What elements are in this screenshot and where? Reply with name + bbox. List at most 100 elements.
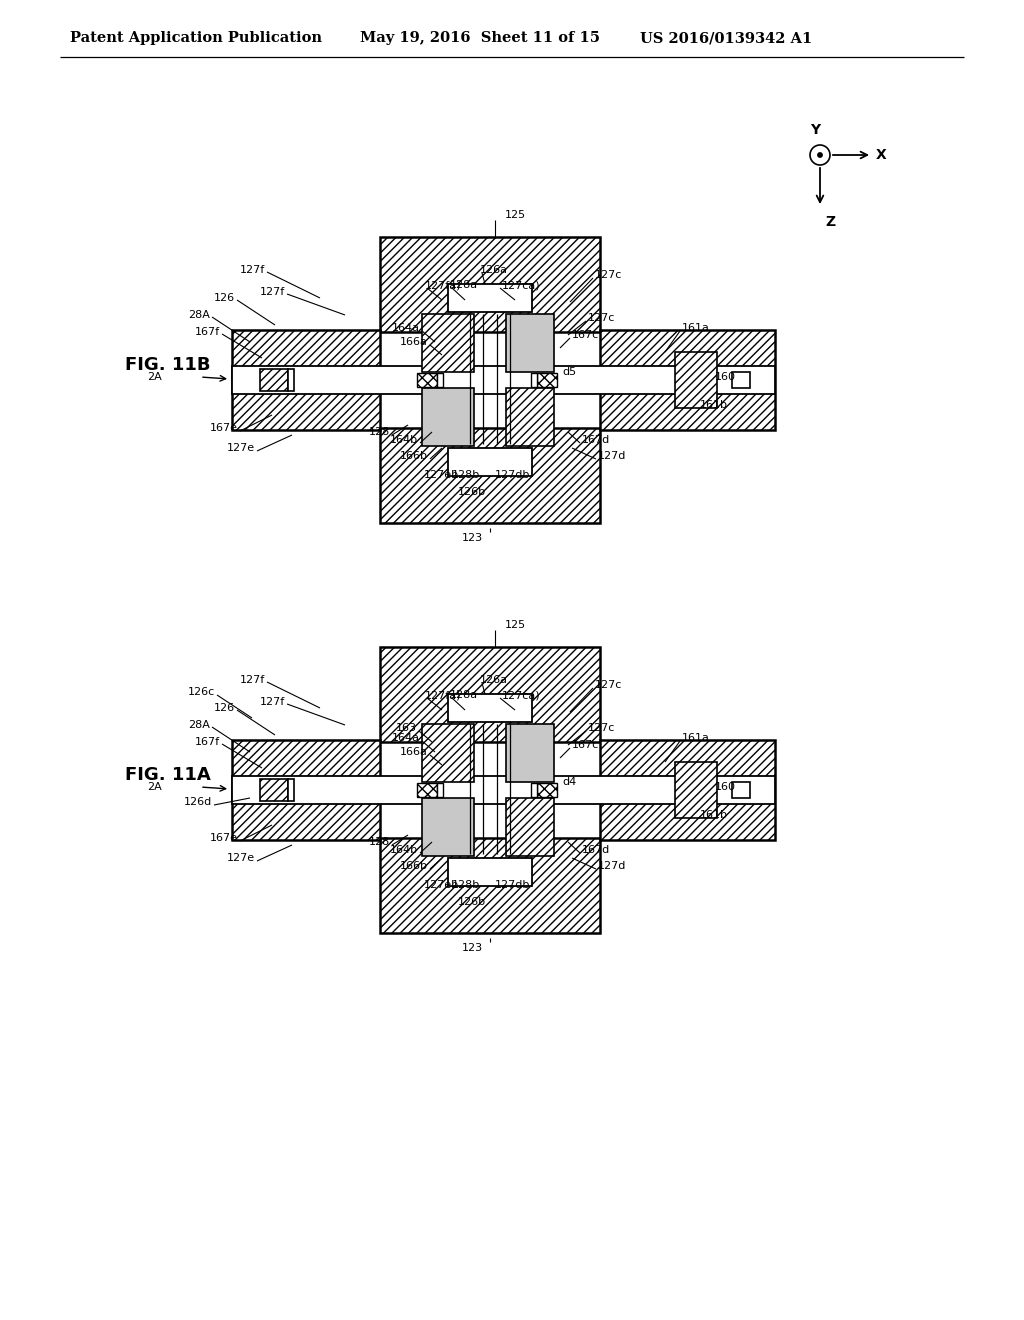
Bar <box>380 238 600 333</box>
Text: 126b: 126b <box>458 898 486 907</box>
Text: 164a: 164a <box>392 323 420 333</box>
Text: 128a: 128a <box>450 280 478 290</box>
Bar <box>417 374 437 387</box>
Text: 127f: 127f <box>260 286 285 297</box>
Text: 166b: 166b <box>400 451 428 461</box>
Text: 128a: 128a <box>450 690 478 700</box>
Text: 127f: 127f <box>240 675 265 685</box>
Bar <box>422 388 474 446</box>
Bar <box>506 799 554 855</box>
Text: Patent Application Publication: Patent Application Publication <box>70 30 322 45</box>
Text: d4: d4 <box>562 777 577 787</box>
Text: 160: 160 <box>715 372 736 381</box>
Text: Y: Y <box>810 123 820 137</box>
Bar <box>437 374 443 387</box>
Text: 164b: 164b <box>390 436 418 445</box>
Bar <box>380 647 600 742</box>
Text: 126d: 126d <box>183 797 212 807</box>
Bar <box>675 352 717 408</box>
Text: 128b: 128b <box>452 880 480 890</box>
Text: 127c: 127c <box>595 680 623 690</box>
Bar <box>531 374 537 387</box>
Bar <box>537 783 557 797</box>
Bar <box>600 741 775 840</box>
Bar <box>288 779 294 801</box>
Text: Z: Z <box>825 215 836 228</box>
Text: 167c: 167c <box>572 741 599 750</box>
Text: 125: 125 <box>505 210 526 220</box>
Text: 127db: 127db <box>495 880 530 890</box>
Bar <box>506 388 554 446</box>
Text: 167d: 167d <box>582 845 610 855</box>
Text: 127eb: 127eb <box>424 470 459 480</box>
Text: US 2016/0139342 A1: US 2016/0139342 A1 <box>640 30 812 45</box>
Text: 166a: 166a <box>400 747 428 756</box>
Text: 126a: 126a <box>480 675 508 685</box>
Text: 166a: 166a <box>400 337 428 347</box>
Bar <box>531 783 537 797</box>
Text: 164a: 164a <box>392 733 420 743</box>
Text: X: X <box>876 148 887 162</box>
Text: 127d: 127d <box>598 451 627 461</box>
Text: 167f: 167f <box>195 737 220 747</box>
Bar <box>506 723 554 781</box>
Text: 127c: 127c <box>595 271 623 280</box>
Text: 128: 128 <box>369 426 390 437</box>
Text: 123: 123 <box>462 533 482 543</box>
Text: 161a: 161a <box>682 323 710 333</box>
Text: 163: 163 <box>396 723 417 733</box>
Bar <box>380 838 600 933</box>
Text: FIG. 11B: FIG. 11B <box>125 356 211 374</box>
Text: d5: d5 <box>562 367 577 378</box>
Text: 125: 125 <box>505 620 526 630</box>
Bar <box>422 314 474 372</box>
Bar <box>232 330 380 430</box>
Text: 167e: 167e <box>210 422 238 433</box>
Text: 127c: 127c <box>588 313 615 323</box>
Text: 127fa): 127fa) <box>425 690 462 700</box>
Text: 28A: 28A <box>188 719 210 730</box>
Bar <box>449 284 532 312</box>
Text: 128: 128 <box>369 837 390 847</box>
Bar <box>600 330 775 430</box>
Text: 127e: 127e <box>227 853 255 863</box>
Text: 127db: 127db <box>495 470 530 480</box>
Text: 161b: 161b <box>700 400 728 411</box>
Text: 127ca): 127ca) <box>502 280 541 290</box>
Text: 166b: 166b <box>400 861 428 871</box>
Circle shape <box>818 153 822 157</box>
Text: 126: 126 <box>214 293 234 304</box>
Text: 127f: 127f <box>240 265 265 275</box>
Bar <box>506 314 554 372</box>
Text: 127fa): 127fa) <box>425 280 462 290</box>
Text: 160: 160 <box>715 781 736 792</box>
Bar <box>732 781 750 799</box>
Text: 126c: 126c <box>187 686 215 697</box>
Bar <box>232 741 380 840</box>
Text: 123: 123 <box>462 942 482 953</box>
Bar <box>732 372 750 388</box>
Bar <box>449 858 532 886</box>
Bar <box>449 694 532 722</box>
Text: 127eb: 127eb <box>424 880 459 890</box>
Text: May 19, 2016  Sheet 11 of 15: May 19, 2016 Sheet 11 of 15 <box>360 30 600 45</box>
Text: 127d: 127d <box>598 861 627 871</box>
Text: 128b: 128b <box>452 470 480 480</box>
Bar <box>232 776 775 804</box>
Text: 164b: 164b <box>390 845 418 855</box>
Text: 2A: 2A <box>147 372 162 381</box>
Text: 167d: 167d <box>582 436 610 445</box>
Text: 127ca): 127ca) <box>502 690 541 700</box>
Text: 2A: 2A <box>147 781 162 792</box>
Text: 127f: 127f <box>260 697 285 708</box>
Bar <box>417 783 437 797</box>
Bar <box>288 370 294 391</box>
Text: 161b: 161b <box>700 810 728 820</box>
Text: 126a: 126a <box>480 265 508 275</box>
Text: 167f: 167f <box>195 327 220 337</box>
Bar <box>537 374 557 387</box>
Text: 127c: 127c <box>588 723 615 733</box>
Text: 167c: 167c <box>572 330 599 341</box>
Bar <box>380 428 600 523</box>
Text: 126: 126 <box>214 704 234 713</box>
